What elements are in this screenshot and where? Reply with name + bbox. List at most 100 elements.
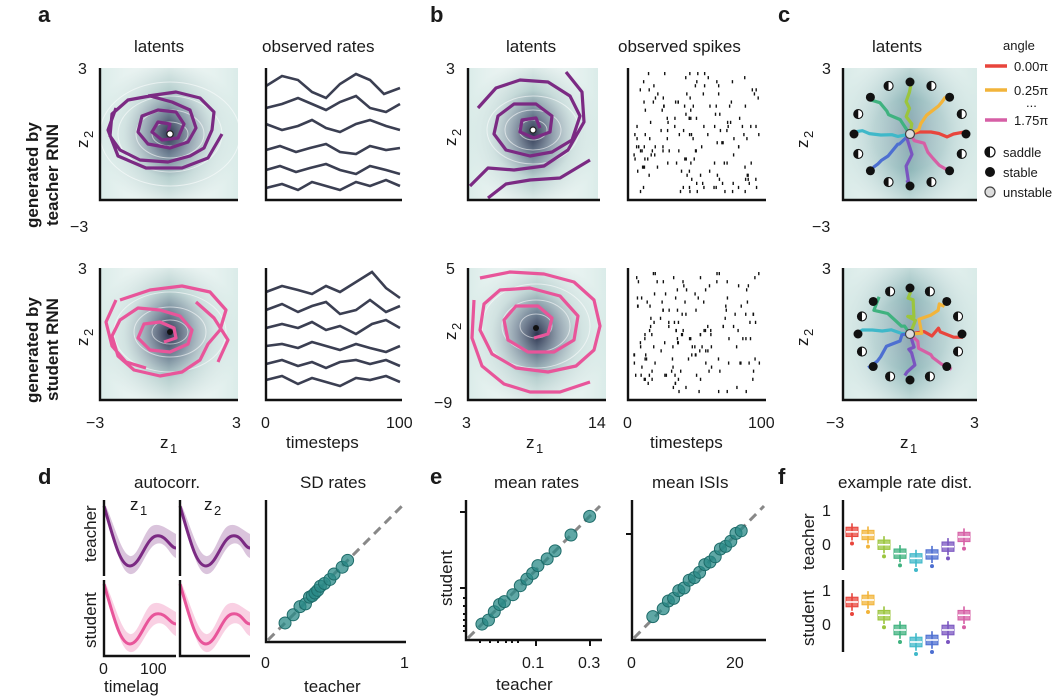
d-xlabel-timelag: timelag <box>104 677 159 696</box>
a-xtick-t100: 100 <box>386 415 413 432</box>
stable-point <box>849 129 859 139</box>
stable-point <box>905 283 915 293</box>
c-xlabel-z1: z 1 <box>900 433 917 456</box>
svg-text:2: 2 <box>449 323 464 330</box>
a-teacher-rates-axes <box>264 68 402 202</box>
svg-text:z: z <box>73 140 92 149</box>
unstable-point <box>904 128 916 140</box>
e-rates-xticks <box>479 640 591 646</box>
b-student-latent-plot <box>468 268 606 400</box>
c-trajectory-arm <box>909 95 947 136</box>
b-teacher-axes <box>466 68 600 202</box>
b-xtick-t0: 0 <box>623 415 632 432</box>
stable-point <box>853 329 863 339</box>
c-trajectory-arm <box>904 133 914 184</box>
saddle-half <box>957 109 962 119</box>
legend-label-1: 0.25π <box>1014 83 1048 98</box>
a-teacher-latent-plot <box>99 68 241 200</box>
e-ylabel-student: student <box>437 550 456 606</box>
box-outlier <box>962 625 966 630</box>
stable-point <box>961 129 971 139</box>
b-teacher-ytick-top: 3 <box>446 61 455 78</box>
b-student-spike-raster <box>633 272 761 394</box>
b-teacher-trajectory <box>468 71 591 200</box>
a-teacher-ylabel: z 2 <box>73 131 96 148</box>
d-xtick-100: 100 <box>140 661 167 678</box>
a-title-observed-rates: observed rates <box>262 37 374 56</box>
box-outlier <box>898 563 902 568</box>
legend-saddle-icon <box>984 146 996 158</box>
svg-text:z: z <box>160 433 169 452</box>
svg-text:2: 2 <box>801 131 816 138</box>
b-title-observed-spikes: observed spikes <box>618 37 741 56</box>
legend-saddle-label: saddle <box>1003 145 1041 160</box>
svg-text:student: student <box>799 590 818 646</box>
c-trajectory-arm <box>908 332 953 371</box>
d-axes-student-z2 <box>178 580 250 658</box>
svg-text:2: 2 <box>801 329 816 336</box>
legend-label-3: 1.75π <box>1014 113 1048 128</box>
scatter-point <box>583 509 597 523</box>
row-label-teacher: generated by teacher RNN <box>23 122 62 228</box>
c-student-ytick-top: 3 <box>822 261 831 278</box>
a-xtick-t0: 0 <box>261 415 270 432</box>
c-trajectory-arm <box>904 78 914 135</box>
a-student-axes <box>98 268 238 402</box>
a-teacher-axes <box>98 68 238 202</box>
a-xlabel-z1: z 1 <box>160 433 177 456</box>
box-outlier <box>866 610 870 614</box>
b-student-ytick-top: 5 <box>446 261 455 278</box>
c-trajectory-arm <box>906 291 917 335</box>
saddle-half <box>957 149 962 159</box>
d-autocorr-teacher-z1 <box>102 505 177 575</box>
stable-point <box>865 166 875 176</box>
saddle-half <box>953 311 959 321</box>
row-label-student: generated by student RNN <box>23 297 62 403</box>
e-rates-axes <box>464 500 602 642</box>
e-isis-scatter <box>646 524 748 624</box>
box-outlier <box>882 554 886 559</box>
f-teacher-boxes <box>845 523 971 572</box>
saddle-half <box>853 149 859 159</box>
b-teacher-latent-plot <box>468 68 598 200</box>
d-autocorr-teacher-z2 <box>178 505 251 575</box>
saddle-half <box>884 81 889 91</box>
b-student-trajectory <box>470 270 602 394</box>
box-outlier <box>930 564 934 569</box>
panel-letter-e: e <box>430 464 442 489</box>
svg-text:z: z <box>793 338 812 347</box>
c-xtick-left: −3 <box>826 415 844 432</box>
box-outlier <box>866 544 870 549</box>
e-isis-xtick-0: 0 <box>627 655 636 672</box>
box-outlier <box>882 625 886 630</box>
f-teacher-ytick-0: 0 <box>822 537 831 554</box>
scatter-point <box>646 610 660 624</box>
e-isis-axes <box>630 500 766 642</box>
svg-text:z: z <box>793 140 812 149</box>
d-label-z1: z 1 <box>130 495 147 518</box>
b-student-ytick-bot: −9 <box>434 395 452 412</box>
f-student-ytick-0: 0 <box>822 617 831 634</box>
e-xlabel-teacher: teacher <box>496 675 553 694</box>
panel-letter-f: f <box>778 464 786 489</box>
scatter-point <box>540 552 554 566</box>
d-label-z2: z 2 <box>204 495 221 518</box>
stable-point <box>945 166 955 176</box>
e-title-mean-isis: mean ISIs <box>652 473 729 492</box>
d-sd-scatter <box>278 553 355 630</box>
svg-text:1: 1 <box>910 441 917 456</box>
a-student-rates <box>265 270 401 388</box>
d-label-teacher: teacher <box>81 505 100 562</box>
a-student-latent-plot <box>100 268 238 400</box>
c-teacher-ytick-bot: −3 <box>812 219 830 236</box>
c-trajectory-arm <box>908 133 953 174</box>
svg-text:z: z <box>526 433 535 452</box>
stable-point <box>945 92 955 102</box>
d-sd-axes <box>264 500 406 644</box>
b-xtick-left: 3 <box>462 415 471 432</box>
c-student-axes <box>841 268 977 402</box>
stable-point <box>942 296 952 306</box>
box-outlier <box>898 640 902 644</box>
c-xtick-right: 3 <box>970 415 979 432</box>
